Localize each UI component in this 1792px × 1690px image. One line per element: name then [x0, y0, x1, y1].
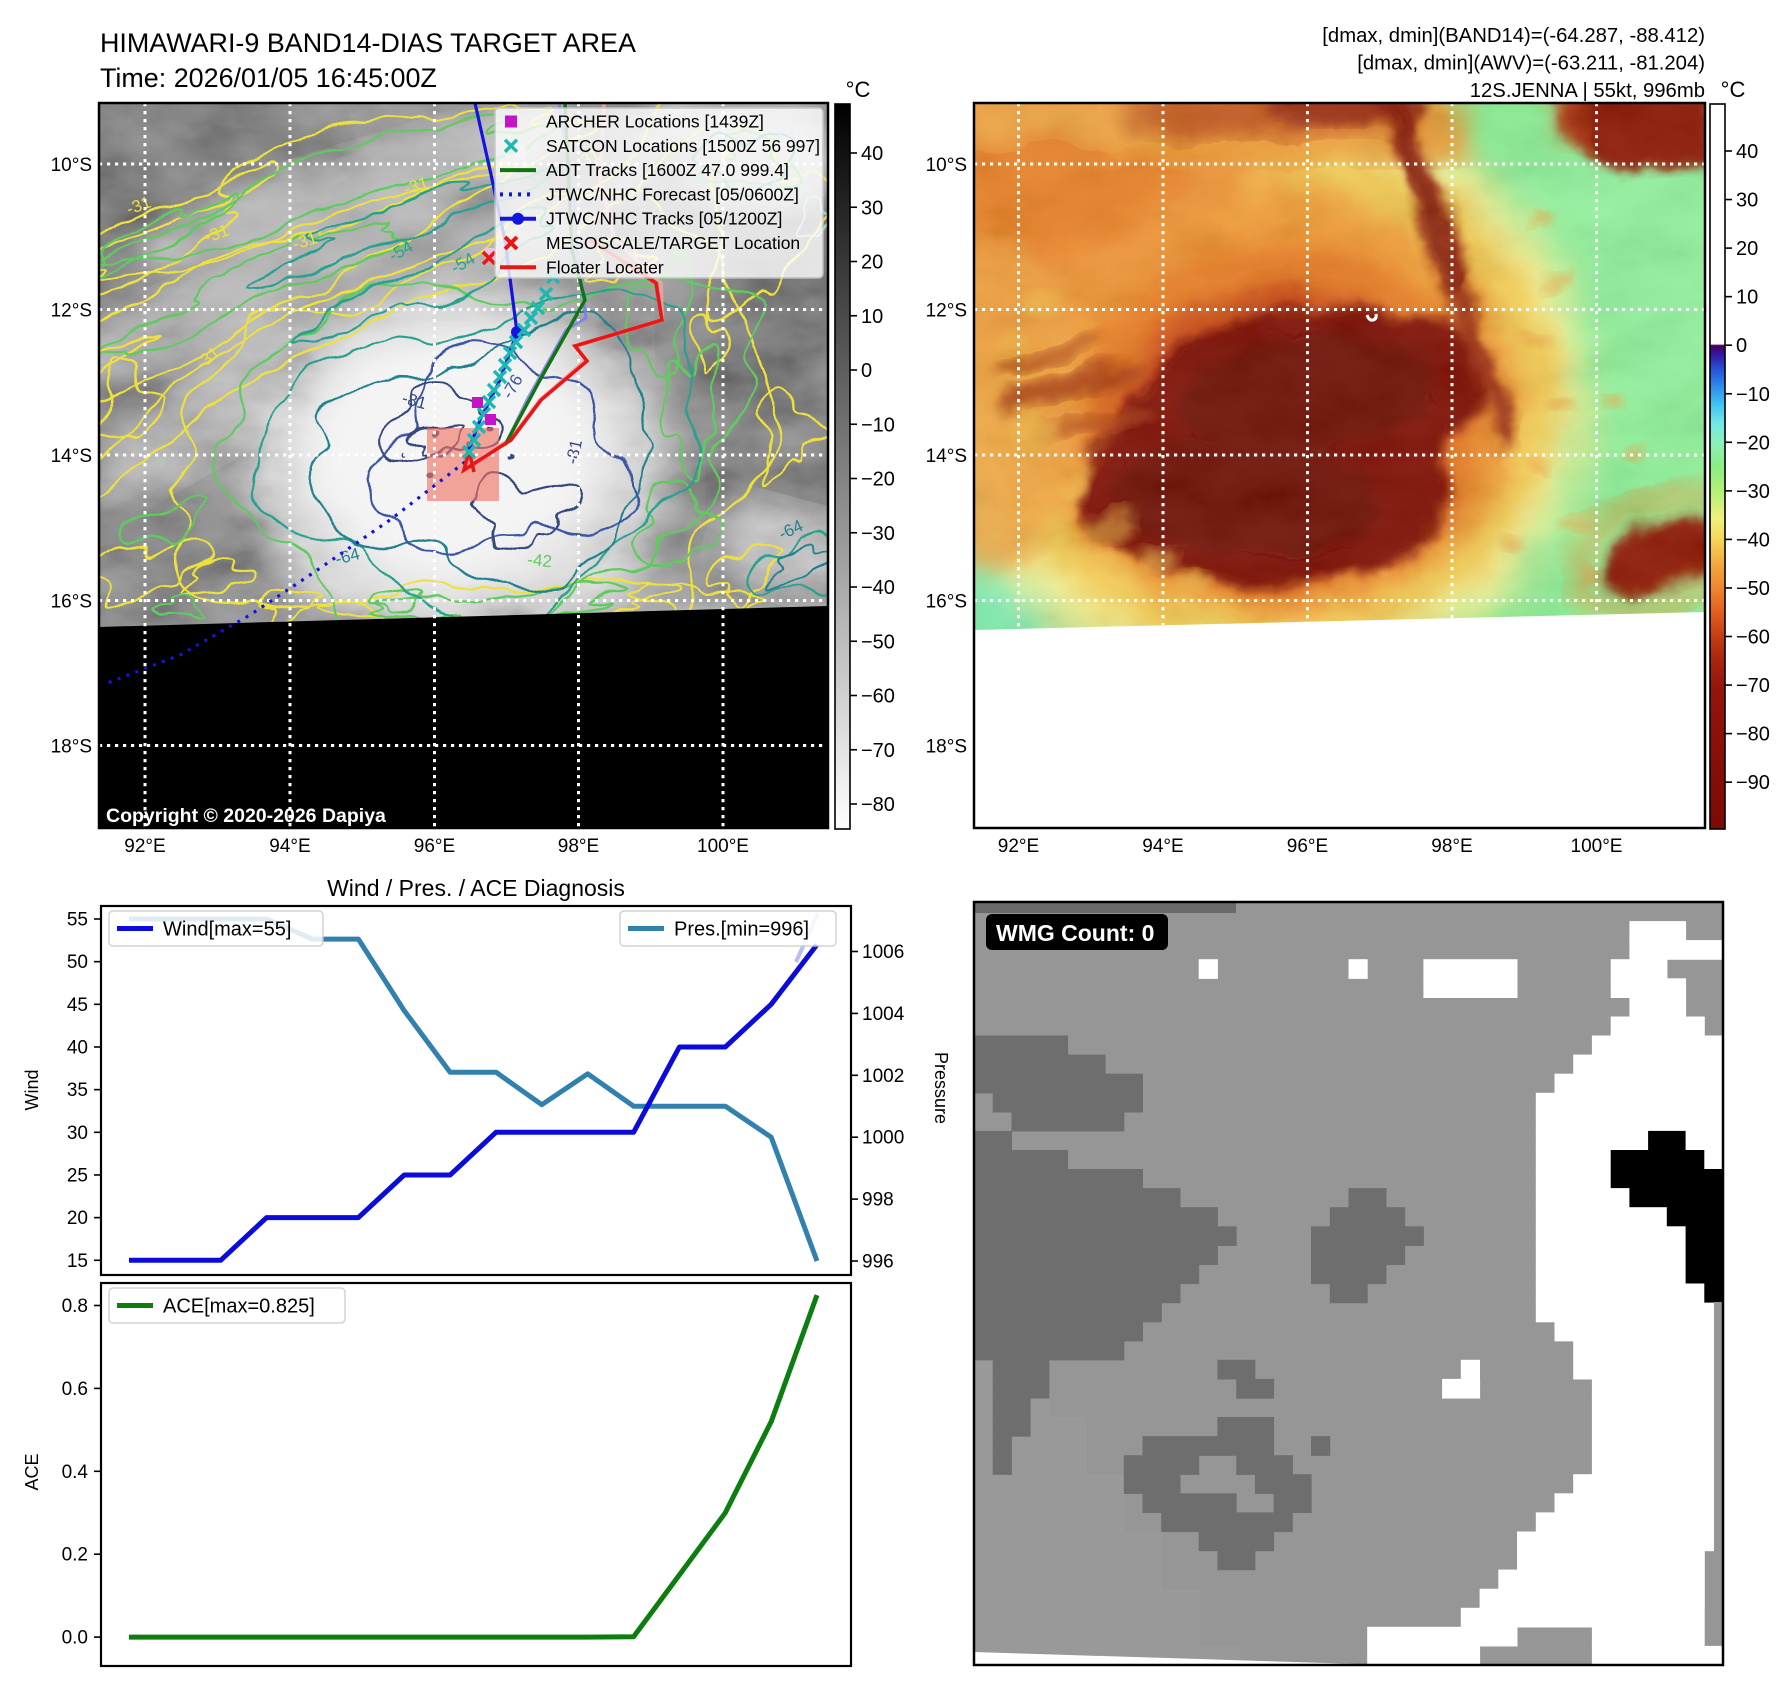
svg-text:Copyright © 2020-2026 Dapiya: Copyright © 2020-2026 Dapiya	[106, 805, 386, 827]
svg-text:20: 20	[1736, 238, 1758, 260]
svg-text:Wind / Pres. / ACE Diagnosis: Wind / Pres. / ACE Diagnosis	[327, 875, 625, 901]
svg-text:96°E: 96°E	[414, 836, 455, 857]
svg-text:25: 25	[67, 1165, 88, 1186]
svg-text:−10: −10	[1736, 384, 1770, 406]
svg-text:0.2: 0.2	[62, 1545, 88, 1566]
svg-text:20: 20	[861, 252, 883, 274]
svg-text:30: 30	[1736, 190, 1758, 212]
svg-text:JTWC/NHC Tracks [05/1200Z]: JTWC/NHC Tracks [05/1200Z]	[546, 209, 782, 229]
svg-text:−40: −40	[1736, 529, 1770, 551]
svg-text:1000: 1000	[862, 1128, 904, 1149]
svg-text:16°S: 16°S	[51, 592, 92, 613]
svg-text:[dmax, dmin](BAND14)=(-64.287,: [dmax, dmin](BAND14)=(-64.287, -88.412)	[1322, 25, 1705, 47]
svg-text:−80: −80	[1736, 724, 1770, 746]
svg-text:[dmax, dmin](AWV)=(-63.211, -8: [dmax, dmin](AWV)=(-63.211, -81.204)	[1357, 53, 1705, 75]
svg-text:ADT Tracks [1600Z 47.0 999.4]: ADT Tracks [1600Z 47.0 999.4]	[546, 160, 789, 180]
svg-text:−20: −20	[1736, 432, 1770, 454]
svg-text:18°S: 18°S	[926, 737, 967, 758]
svg-text:−50: −50	[861, 631, 895, 653]
svg-text:−50: −50	[1736, 578, 1770, 600]
svg-text:JTWC/NHC Forecast [05/0600Z]: JTWC/NHC Forecast [05/0600Z]	[546, 184, 799, 204]
svg-text:SATCON Locations [1500Z 56 997: SATCON Locations [1500Z 56 997]	[546, 136, 820, 156]
svg-text:10: 10	[1736, 287, 1758, 309]
svg-text:−80: −80	[861, 794, 895, 816]
svg-text:20: 20	[67, 1208, 88, 1229]
svg-text:10°S: 10°S	[926, 155, 967, 176]
svg-text:16°S: 16°S	[926, 592, 967, 613]
svg-text:HIMAWARI-9 BAND14-DIAS TARGET: HIMAWARI-9 BAND14-DIAS TARGET AREA	[100, 28, 636, 58]
svg-text:30: 30	[67, 1123, 88, 1144]
svg-text:Floater Locater: Floater Locater	[546, 257, 664, 277]
svg-text:MESOSCALE/TARGET Location: MESOSCALE/TARGET Location	[546, 233, 800, 253]
svg-text:18°S: 18°S	[51, 737, 92, 758]
svg-text:−30: −30	[861, 523, 895, 545]
svg-text:Pres.[min=996]: Pres.[min=996]	[674, 919, 809, 941]
svg-text:Time: 2026/01/05 16:45:00Z: Time: 2026/01/05 16:45:00Z	[100, 63, 437, 93]
svg-text:14°S: 14°S	[51, 446, 92, 467]
svg-text:0.4: 0.4	[62, 1462, 89, 1483]
svg-text:-42: -42	[527, 550, 553, 571]
svg-text:996: 996	[862, 1252, 894, 1273]
svg-text:−60: −60	[1736, 627, 1770, 649]
svg-text:98°E: 98°E	[558, 836, 599, 857]
svg-text:ACE[max=0.825]: ACE[max=0.825]	[163, 1296, 315, 1318]
svg-text:Wind: Wind	[22, 1069, 42, 1110]
svg-text:998: 998	[862, 1190, 894, 1211]
svg-text:100°E: 100°E	[1571, 836, 1623, 857]
svg-text:40: 40	[861, 143, 883, 165]
svg-text:−30: −30	[1736, 481, 1770, 503]
svg-text:50: 50	[67, 952, 88, 973]
svg-text:12°S: 12°S	[51, 301, 92, 322]
svg-text:94°E: 94°E	[1142, 836, 1183, 857]
svg-text:0: 0	[861, 360, 872, 382]
svg-text:55: 55	[67, 910, 88, 931]
svg-text:−60: −60	[861, 686, 895, 708]
svg-text:10: 10	[861, 306, 883, 328]
svg-text:96°E: 96°E	[1287, 836, 1328, 857]
svg-text:1002: 1002	[862, 1066, 904, 1087]
svg-text:°C: °C	[846, 77, 871, 102]
svg-text:-81: -81	[562, 438, 586, 466]
svg-text:100°E: 100°E	[697, 836, 749, 857]
svg-text:−70: −70	[861, 740, 895, 762]
svg-text:WMG Count: 0: WMG Count: 0	[996, 920, 1154, 946]
svg-text:1006: 1006	[862, 942, 904, 963]
svg-text:−40: −40	[861, 577, 895, 599]
svg-text:40: 40	[1736, 141, 1758, 163]
svg-text:−20: −20	[861, 469, 895, 491]
svg-text:1004: 1004	[862, 1004, 905, 1025]
svg-text:Wind[max=55]: Wind[max=55]	[163, 919, 291, 941]
svg-text:−10: −10	[861, 414, 895, 436]
svg-text:35: 35	[67, 1080, 88, 1101]
svg-text:0.6: 0.6	[62, 1379, 88, 1400]
svg-text:45: 45	[67, 995, 88, 1016]
svg-text:92°E: 92°E	[124, 836, 165, 857]
svg-text:40: 40	[67, 1037, 88, 1058]
svg-text:94°E: 94°E	[269, 836, 310, 857]
svg-text:°C: °C	[1721, 77, 1746, 102]
svg-text:30: 30	[861, 197, 883, 219]
svg-text:ARCHER Locations [1439Z]: ARCHER Locations [1439Z]	[546, 112, 764, 132]
svg-text:0: 0	[1736, 335, 1747, 357]
svg-text:98°E: 98°E	[1431, 836, 1472, 857]
svg-text:0.0: 0.0	[62, 1628, 88, 1649]
svg-text:10°S: 10°S	[51, 155, 92, 176]
svg-text:92°E: 92°E	[998, 836, 1039, 857]
svg-text:14°S: 14°S	[926, 446, 967, 467]
svg-text:0.8: 0.8	[62, 1296, 88, 1317]
svg-text:12°S: 12°S	[926, 301, 967, 322]
svg-text:15: 15	[67, 1251, 88, 1272]
svg-text:ACE: ACE	[22, 1453, 42, 1490]
svg-text:Pressure: Pressure	[931, 1052, 951, 1124]
svg-text:12S.JENNA | 55kt, 996mb: 12S.JENNA | 55kt, 996mb	[1470, 80, 1705, 102]
svg-text:−90: −90	[1736, 772, 1770, 794]
svg-text:−70: −70	[1736, 675, 1770, 697]
